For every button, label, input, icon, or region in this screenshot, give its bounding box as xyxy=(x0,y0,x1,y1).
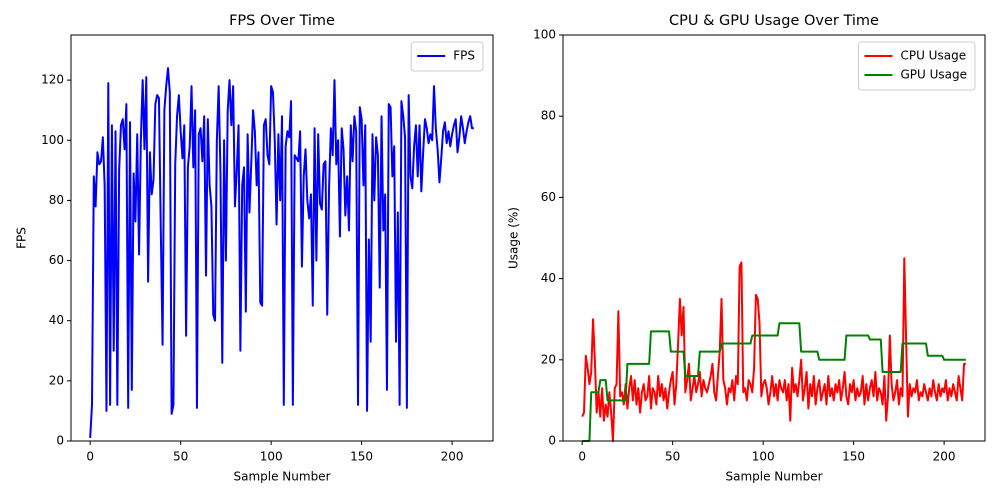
y-tick-label: 40 xyxy=(541,271,556,285)
legend-box xyxy=(410,41,484,72)
series-line xyxy=(582,322,966,442)
y-tick-label: 0 xyxy=(56,434,64,448)
y-tick-label: 60 xyxy=(541,190,556,204)
y-tick-label: 20 xyxy=(49,373,64,387)
y-axis-label: Usage (%) xyxy=(507,207,521,269)
legend: FPS xyxy=(410,41,484,72)
x-axis-label: Sample Number xyxy=(725,470,822,484)
y-tick-label: 80 xyxy=(49,193,64,207)
chart-title: CPU & GPU Usage Over Time xyxy=(669,13,879,29)
y-axis-label: FPS xyxy=(15,227,29,249)
y-tick-label: 40 xyxy=(49,313,64,327)
y-tick-label: 80 xyxy=(541,109,556,123)
series-line xyxy=(89,67,474,439)
chart-title: FPS Over Time xyxy=(229,13,335,29)
x-tick-label: 150 xyxy=(842,450,865,464)
x-tick-label: 100 xyxy=(260,450,283,464)
legend-label: CPU Usage xyxy=(900,49,966,63)
x-tick-label: 0 xyxy=(578,450,586,464)
y-tick-label: 120 xyxy=(41,73,64,87)
series-line xyxy=(581,257,966,442)
y-tick-label: 20 xyxy=(541,352,556,366)
x-tick-label: 200 xyxy=(441,450,464,464)
x-tick-label: 100 xyxy=(752,450,775,464)
legend-label: FPS xyxy=(453,49,475,63)
legend: CPU Usage GPU Usage xyxy=(857,41,976,91)
x-tick-label: 50 xyxy=(665,450,680,464)
axes-frame xyxy=(70,34,494,442)
y-tick-label: 60 xyxy=(49,253,64,267)
y-tick-label: 100 xyxy=(41,133,64,147)
y-tick-label: 0 xyxy=(548,434,556,448)
legend-label: GPU Usage xyxy=(900,68,967,82)
legend-box xyxy=(857,41,976,91)
x-tick-label: 150 xyxy=(350,450,373,464)
x-tick-label: 0 xyxy=(86,450,94,464)
x-tick-label: 200 xyxy=(933,450,956,464)
axes-frame xyxy=(562,34,986,442)
x-tick-label: 50 xyxy=(173,450,188,464)
x-axis-label: Sample Number xyxy=(233,470,330,484)
y-tick-label: 100 xyxy=(533,28,556,42)
